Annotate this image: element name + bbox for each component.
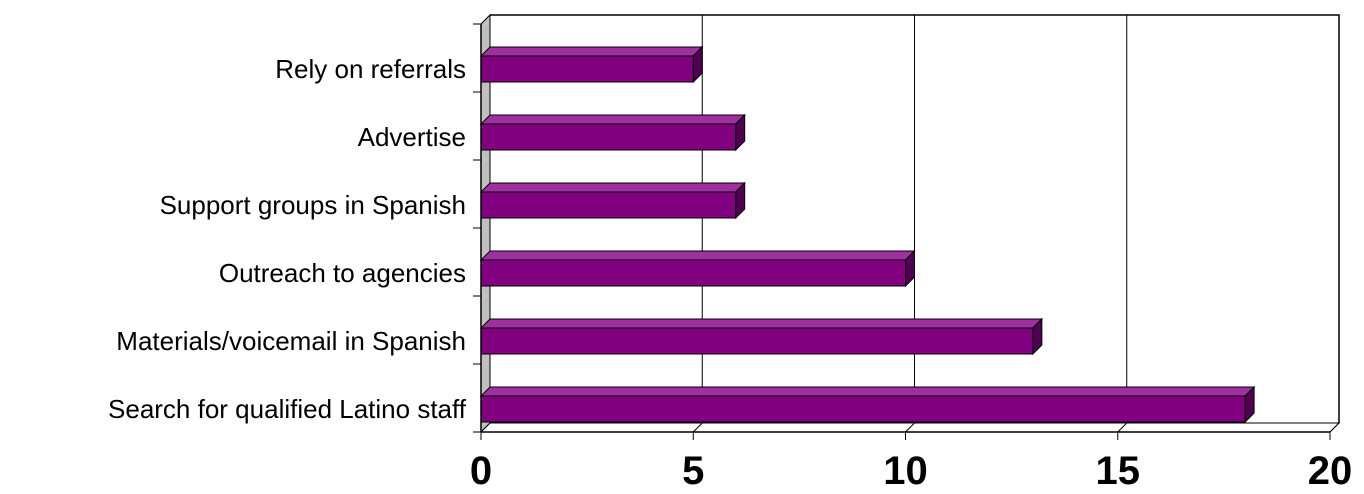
floor-gridline — [1117, 422, 1128, 433]
bars — [479, 45, 1256, 424]
x-tick-label: 0 — [470, 449, 492, 493]
bar-front — [480, 327, 1034, 355]
floor-gridline — [1329, 422, 1340, 433]
tick-labels: 0 5 10 15 20 — [470, 449, 1352, 493]
x-tick-label: 5 — [682, 449, 704, 493]
bar-top — [479, 114, 746, 125]
bar-front — [480, 123, 737, 151]
bar-front — [480, 55, 694, 83]
floor-gridline — [692, 422, 703, 433]
bar-top — [479, 46, 704, 57]
bar — [479, 385, 1256, 424]
category-label: Support groups in Spanish — [160, 190, 466, 220]
bar-front — [480, 395, 1246, 423]
bar — [479, 249, 916, 288]
x-tick-label: 15 — [1096, 449, 1141, 493]
category-label: Advertise — [358, 122, 466, 152]
bar — [479, 181, 746, 220]
bar-top — [479, 386, 1256, 397]
x-tick-label: 20 — [1308, 449, 1353, 493]
category-label: Outreach to agencies — [219, 258, 466, 288]
bar — [479, 113, 746, 152]
bar-front — [480, 259, 906, 287]
bar-top — [479, 182, 746, 193]
bar-top — [479, 250, 916, 261]
bar — [479, 317, 1044, 356]
category-label: Rely on referrals — [275, 54, 466, 84]
axes — [473, 23, 1331, 440]
category-label: Materials/voicemail in Spanish — [116, 326, 466, 356]
bar-front — [480, 191, 737, 219]
bar — [479, 45, 704, 84]
bar-top — [479, 318, 1044, 329]
gridlines — [692, 15, 1340, 433]
x-tick-label: 10 — [883, 449, 928, 493]
floor-gridline — [905, 422, 915, 433]
category-labels: Search for qualified Latino staff Materia… — [108, 54, 467, 424]
category-label: Search for qualified Latino staff — [108, 394, 467, 424]
